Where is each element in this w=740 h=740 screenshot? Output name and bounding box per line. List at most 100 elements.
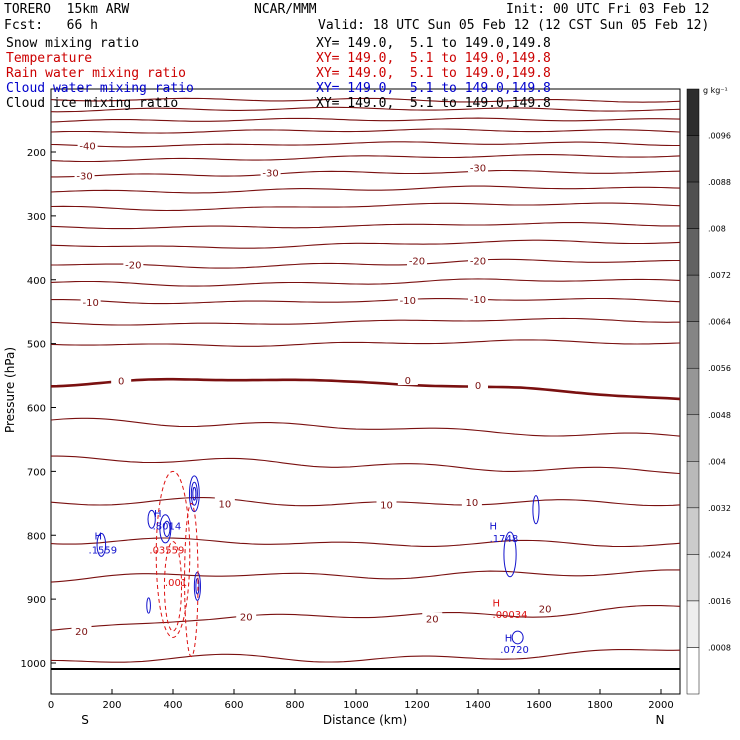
field-cloud-water-xy: XY= 149.0, 5.1 to 149.0,149.8	[316, 81, 551, 96]
temperature-contour-line	[51, 417, 680, 437]
y-tick-label: 900	[27, 595, 46, 606]
temperature-contour-line	[51, 169, 680, 178]
colorbar-swatch	[686, 228, 700, 276]
temperature-contour-line	[51, 185, 680, 194]
colorbar-label: .0048	[708, 411, 731, 420]
temperature-label: -30	[470, 163, 486, 174]
extremum-label: .1748	[490, 534, 519, 545]
x-tick-label: 2000	[648, 700, 673, 711]
temperature-contour-line	[51, 297, 680, 305]
temperature-label: 0	[118, 377, 124, 388]
temp-label-bg	[376, 498, 397, 510]
x-tick-label: 1200	[404, 700, 429, 711]
extremum-label: H	[489, 522, 497, 533]
extremum-label: H	[505, 633, 513, 644]
temperature-contour-line	[51, 128, 680, 134]
colorbar-swatch	[686, 181, 700, 229]
x-tick-label: 1800	[587, 700, 612, 711]
temp-label-bg	[111, 374, 132, 386]
temperature-contour-line	[51, 278, 680, 287]
temperature-label: -10	[82, 298, 98, 309]
temperature-label: -20	[409, 257, 425, 268]
x-axis-title: Distance (km)	[323, 713, 407, 727]
temperature-contour-line	[51, 455, 680, 475]
colorbar-label: .0024	[708, 550, 731, 559]
temp-label-bg	[74, 169, 95, 181]
temperature-label: 0	[405, 376, 411, 387]
colorbar-swatch	[686, 135, 700, 183]
x-tick-label: 400	[163, 700, 182, 711]
temp-label-bg	[397, 374, 418, 386]
temperature-label: -30	[76, 172, 92, 183]
colorbar-label: .0056	[708, 364, 731, 373]
temperature-contour-line	[51, 106, 680, 113]
temperature-contour-line	[51, 537, 680, 548]
colorbar-label: .0016	[708, 597, 731, 606]
y-axis-title: Pressure (hPa)	[3, 347, 17, 433]
x-tick-label: 1000	[343, 700, 368, 711]
temp-label-bg	[236, 610, 257, 622]
colorbar-swatch	[686, 88, 700, 136]
model-title: TORERO 15km ARW	[4, 2, 130, 17]
extremum-label: H	[493, 598, 501, 609]
forecast-hour: Fcst: 66 h	[4, 18, 98, 33]
x-axis-start-label: S	[81, 713, 89, 727]
extremum-label: .001	[165, 578, 187, 589]
temperature-contour-line	[51, 569, 680, 583]
colorbar-label: .0072	[708, 271, 731, 280]
extremum-label: .0720	[500, 645, 529, 656]
cloud-water-contour	[710, 620, 715, 635]
extremum-label: .00034	[493, 610, 528, 621]
y-tick-label: 400	[27, 276, 46, 287]
colorbar-label: .0064	[708, 318, 731, 327]
y-tick-label: 700	[27, 467, 46, 478]
temperature-label: 20	[539, 605, 552, 616]
temperature-contour-line	[51, 339, 680, 347]
temperature-contours	[51, 97, 680, 663]
temp-label-bg	[422, 612, 443, 624]
temperature-label: 20	[240, 612, 253, 623]
colorbar-swatch	[686, 274, 700, 322]
field-rain-xy: XY= 149.0, 5.1 to 149.0,149.8	[316, 66, 551, 81]
colorbar-label: .008	[708, 225, 726, 234]
cloud-water-contour	[503, 531, 517, 578]
temperature-label: -20	[470, 257, 486, 268]
temperature-contour-line	[51, 117, 680, 123]
colorbar-swatch	[686, 647, 700, 695]
valid-time: Valid: 18 UTC Sun 05 Feb 12 (12 CST Sun …	[318, 18, 710, 33]
colorbar-unit: g kg⁻¹	[703, 86, 728, 95]
temperature-contour-line	[51, 317, 680, 326]
temperature-contour-line	[51, 239, 680, 249]
y-tick-label: 1000	[21, 659, 46, 670]
temperature-label: 20	[75, 627, 88, 638]
temp-label-bg	[468, 292, 488, 304]
x-tick-label: 200	[102, 700, 121, 711]
temp-label-bg	[77, 139, 98, 151]
temp-label-bg	[214, 497, 235, 509]
temp-label-bg	[123, 258, 144, 270]
contour-labels: -40 -30 -30 -30 -20 -20 -20 -10 -10 -10 0 0 0 10 10 10 2…	[71, 139, 556, 656]
rain-contour	[163, 541, 183, 632]
init-time: Init: 00 UTC Fri 03 Feb 12	[506, 2, 710, 17]
colorbar-swatch	[686, 554, 700, 602]
field-snow-xy: XY= 149.0, 5.1 to 149.0,149.8	[316, 36, 551, 51]
y-tick-label: 300	[27, 212, 46, 223]
y-tick-label: 200	[27, 148, 46, 159]
temp-label-bg	[461, 496, 482, 508]
temp-label-bg	[468, 254, 488, 266]
temperature-label: -40	[79, 142, 95, 153]
plot-frame	[50, 88, 681, 695]
rain-contour	[155, 470, 191, 638]
field-cloud-water-name: Cloud water mixing ratio	[6, 81, 194, 96]
temp-label-bg	[468, 161, 488, 173]
cloud-water-contour	[532, 495, 540, 525]
extremum-label: .1559	[89, 545, 118, 556]
colorbar-swatch	[686, 414, 700, 462]
colorbar-label: .0096	[708, 132, 731, 141]
temp-label-bg	[71, 625, 92, 637]
colorbar-swatch	[686, 461, 700, 509]
extremum-label: .03559	[149, 545, 184, 556]
x-tick-label: 1400	[465, 700, 490, 711]
field-temperature-xy: XY= 149.0, 5.1 to 149.0,149.8	[316, 51, 551, 66]
